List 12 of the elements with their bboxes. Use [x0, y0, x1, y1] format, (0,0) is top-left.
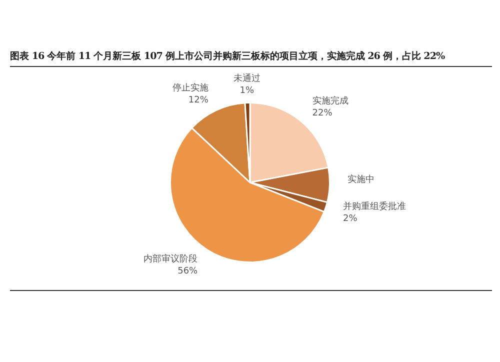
slice-label: 内部审议阶段: [144, 253, 198, 264]
slice-label: 未通过: [233, 73, 260, 84]
data-label: 56%: [178, 266, 198, 276]
data-label: 2%: [342, 214, 358, 224]
chart-title: 图表 16 今年前 11 个月新三板 107 例上市公司并购新三板标的项目立项，实施完成 26 例，占比 22%: [10, 50, 492, 67]
data-label: 22%: [312, 108, 333, 119]
data-label: 12%: [188, 95, 209, 106]
slice-label: 实施中: [348, 174, 375, 185]
slice-label: 并购重组委批准: [342, 201, 406, 212]
slice-label: 实施完成: [312, 96, 348, 107]
slice-label: 停止实施: [172, 82, 208, 94]
data-label: 1%: [240, 86, 255, 96]
